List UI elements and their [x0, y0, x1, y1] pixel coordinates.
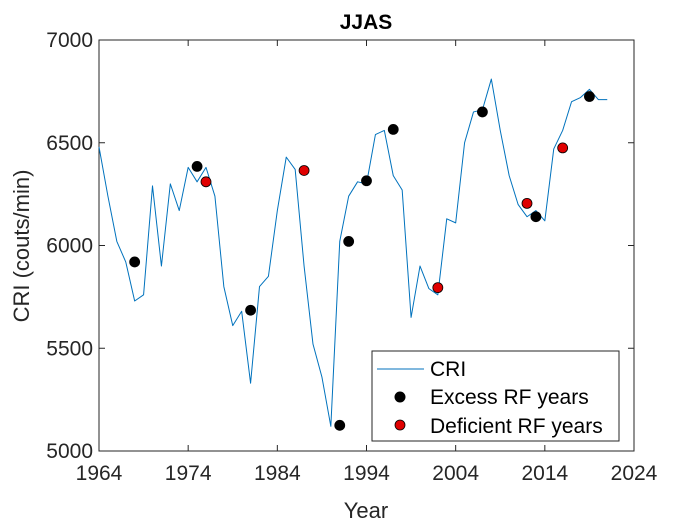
x-tick-label: 1994 [343, 462, 390, 485]
legend-label-cri: CRI [430, 358, 466, 381]
legend-marker-deficient [394, 419, 406, 431]
excess-rf-point [477, 106, 488, 118]
x-tick-label: 1964 [76, 462, 123, 485]
y-tick-label: 7000 [46, 29, 93, 52]
excess-rf-point [387, 123, 399, 135]
y-tick-label: 6500 [46, 132, 93, 155]
series-line-cri [98, 78, 608, 427]
excess-rf-point [334, 419, 346, 431]
excess-rf-point [129, 256, 141, 268]
y-axis-label: CRI (couts/min) [9, 170, 34, 323]
x-tick-label: 1974 [165, 462, 212, 485]
legend: CRI Excess RF years Deficient RF years [371, 350, 620, 442]
excess-rf-point [191, 160, 203, 172]
legend-label-deficient: Deficient RF years [430, 415, 603, 438]
data-layer [98, 78, 608, 431]
y-tick-label: 5500 [46, 337, 93, 360]
deficient-rf-point [432, 282, 444, 294]
x-tick-label: 2024 [611, 462, 658, 485]
chart-title: JJAS [340, 11, 393, 34]
excess-rf-point [530, 211, 542, 223]
excess-rf-point [343, 235, 355, 247]
legend-label-excess: Excess RF years [430, 386, 589, 409]
deficient-rf-point [521, 197, 533, 209]
x-axis-label: Year [344, 498, 388, 523]
y-tick-label: 6000 [46, 235, 93, 258]
deficient-rf-point [200, 176, 212, 188]
legend-marker-excess [394, 391, 406, 403]
deficient-rf-point [557, 142, 569, 154]
x-tick-label: 2014 [521, 462, 568, 485]
excess-rf-point [245, 304, 256, 316]
legend-box [371, 350, 620, 442]
excess-rf-point [584, 91, 595, 102]
y-tick-label: 5000 [46, 440, 93, 463]
x-tick-label: 2004 [432, 462, 479, 485]
x-tick-label: 1984 [254, 462, 301, 485]
deficient-rf-point [298, 165, 310, 176]
axis-ticks: 1964 1974 1984 1994 2004 2014 2024 5000 5500 6000… [46, 29, 657, 485]
excess-rf-point [361, 175, 372, 187]
